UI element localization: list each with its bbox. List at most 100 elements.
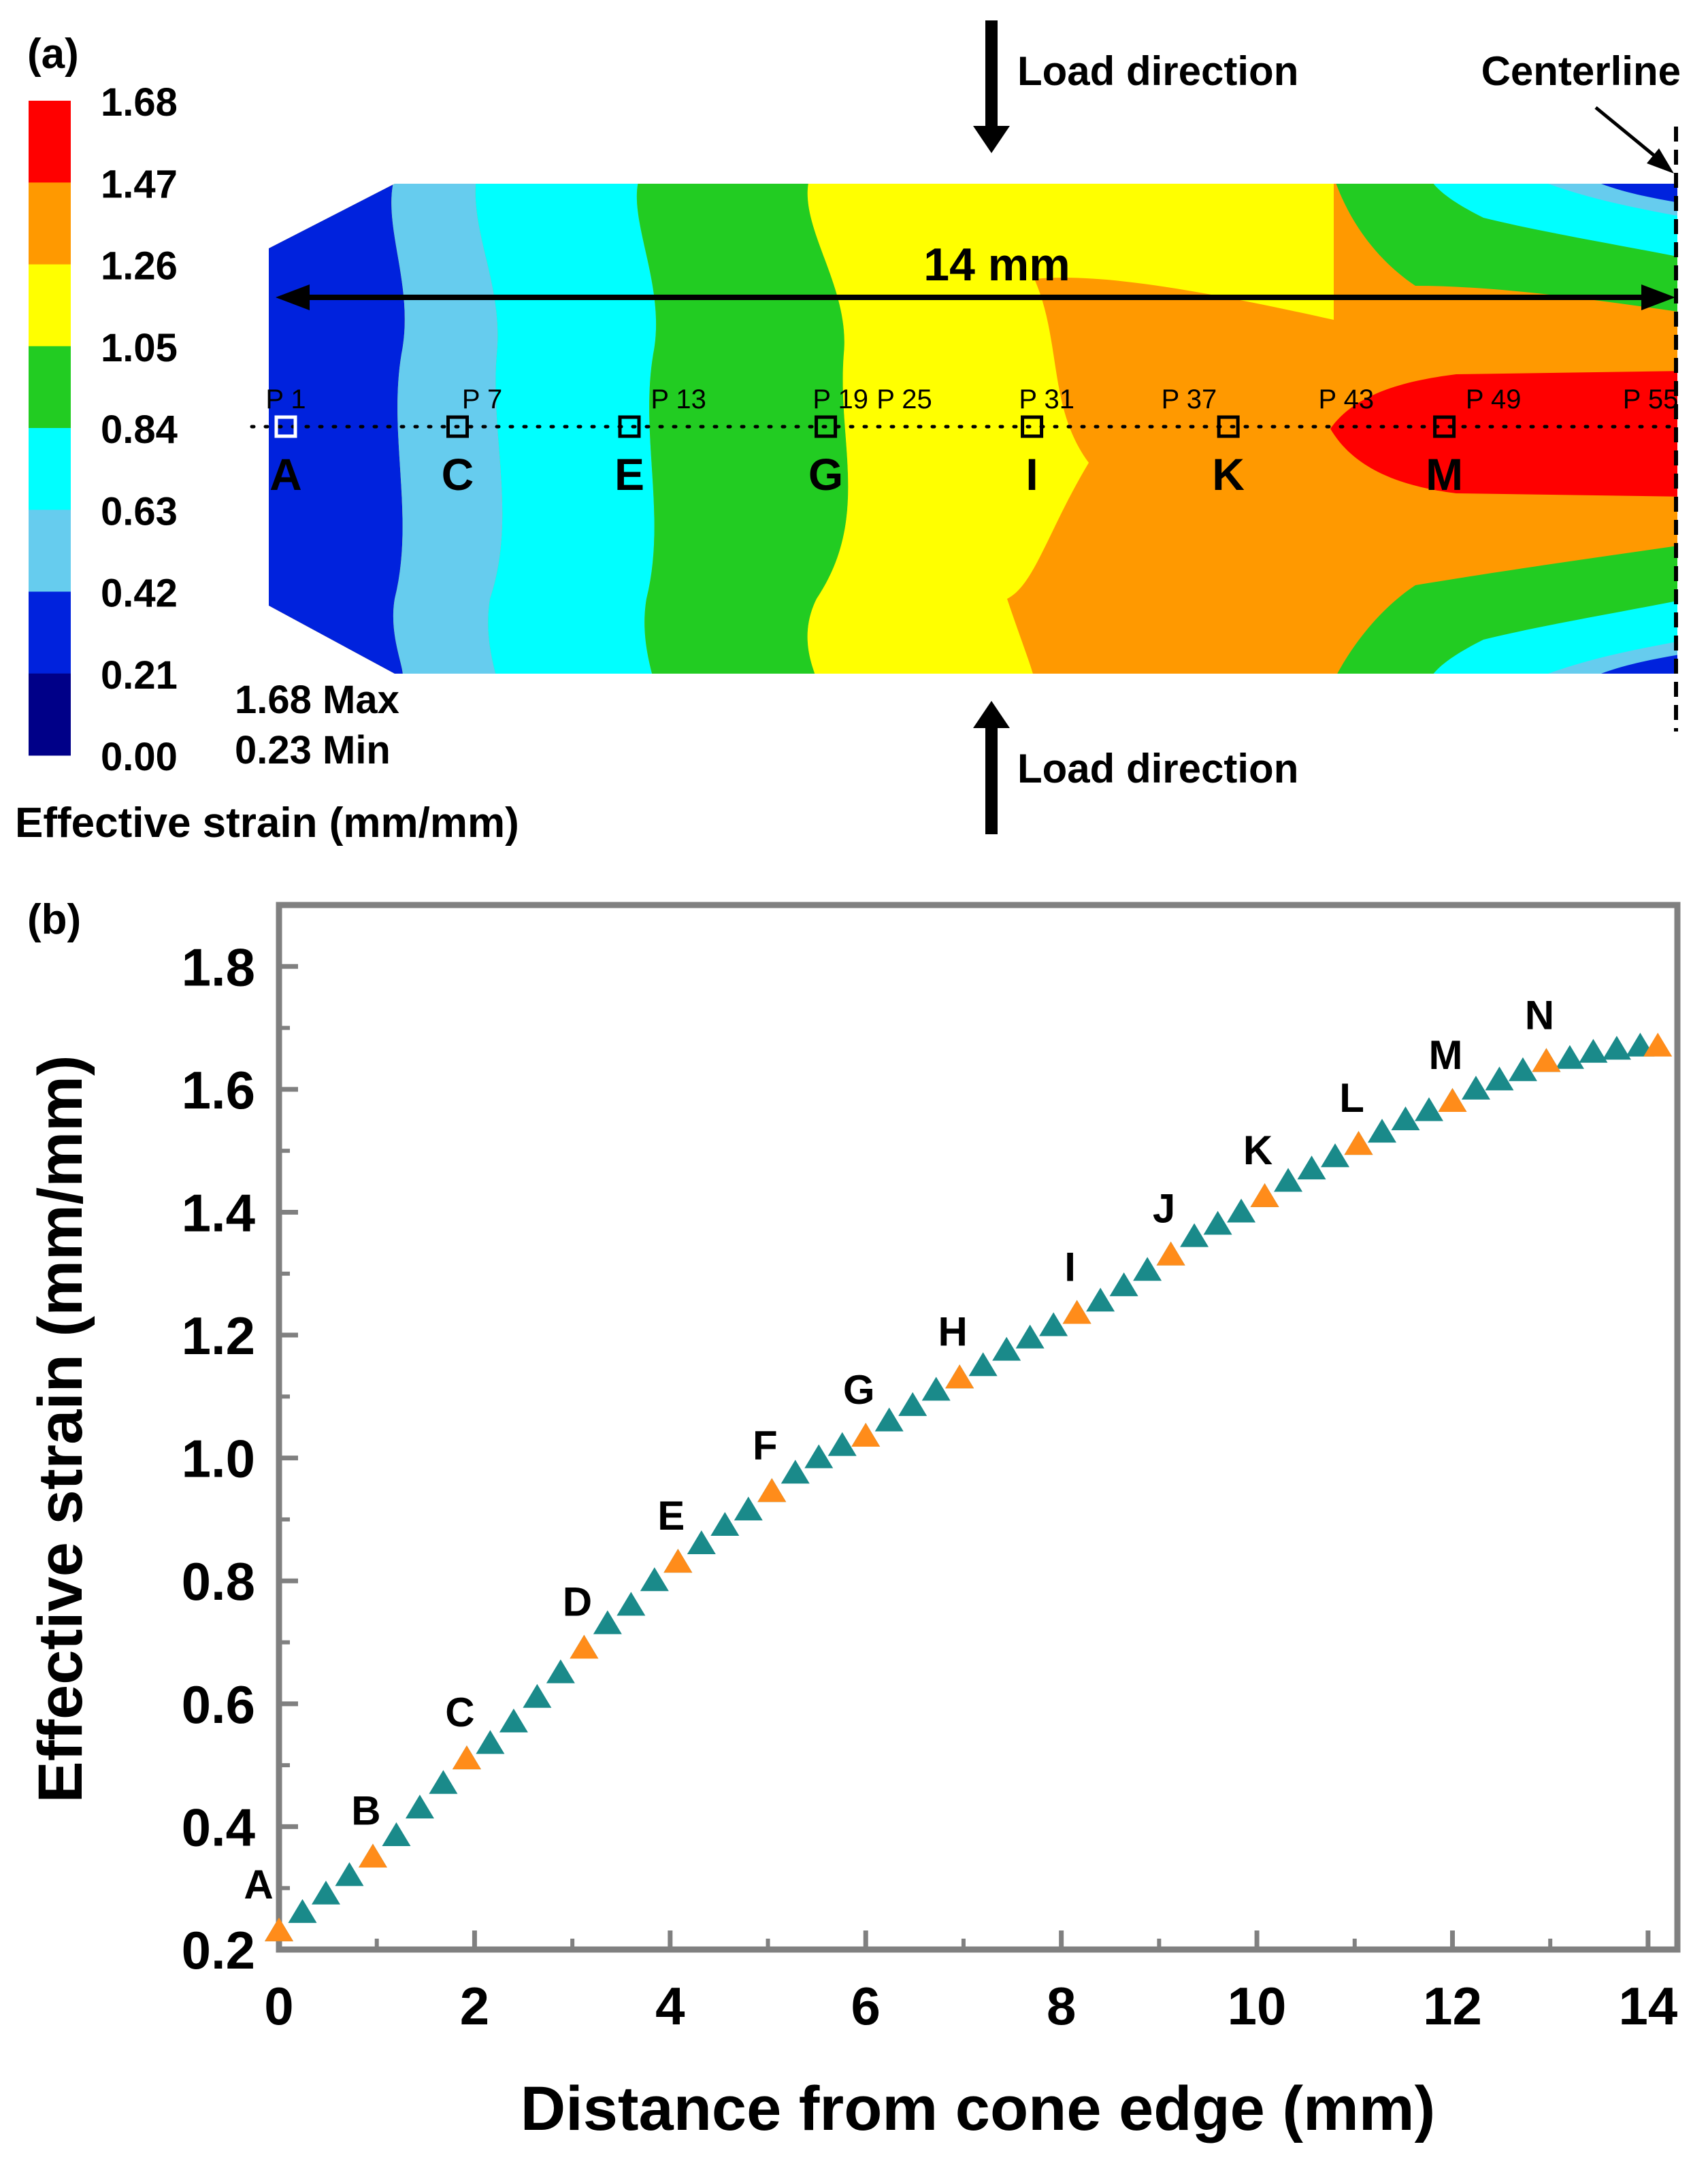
labeled-scatter-point (663, 1549, 693, 1573)
labeled-scatter-point (1156, 1241, 1185, 1266)
dimension-arrowhead-right (1641, 284, 1675, 310)
colorbar-tick-label: 1.68 (101, 80, 178, 125)
scatter-point (405, 1794, 434, 1819)
colorbar-tick-label: 0.63 (101, 489, 178, 533)
scatter-point (1015, 1324, 1045, 1349)
point-letter: F (753, 1422, 778, 1468)
labeled-scatter-point (1062, 1300, 1091, 1324)
sample-letter-label: A (269, 449, 302, 499)
scatter-point (593, 1610, 622, 1634)
endpoint-scatter-point (1643, 1032, 1673, 1057)
y-tick-label: 1.6 (182, 1060, 255, 1120)
point-id-label: P 55 (1623, 384, 1679, 414)
scatter-point (499, 1708, 528, 1732)
point-id-label: P 43 (1319, 384, 1375, 414)
scatter-point (335, 1862, 364, 1886)
point-id-label: P 37 (1162, 384, 1217, 414)
point-letter: L (1339, 1075, 1364, 1121)
point-letter: D (563, 1579, 592, 1625)
scatter-point (874, 1407, 904, 1432)
scatter-point (288, 1898, 317, 1923)
sample-letter-label: G (808, 449, 843, 499)
y-tick-label: 0.2 (182, 1920, 255, 1980)
scatter-point (1602, 1036, 1631, 1060)
scatter-point (1555, 1045, 1584, 1069)
point-id-label: P 1 (265, 384, 306, 414)
x-tick-label: 10 (1228, 1976, 1287, 2036)
colorbar-segment (29, 428, 71, 510)
colorbar-tick-label: 1.47 (101, 162, 178, 206)
x-tick-label: 6 (851, 1976, 881, 2036)
legend-max-text: 1.68 Max (235, 678, 399, 722)
dimension-arrowhead-left (276, 284, 310, 310)
scatter-point (1368, 1119, 1397, 1143)
scatter-point (1180, 1223, 1209, 1247)
point-letter: B (351, 1788, 380, 1834)
y-tick-label: 1.4 (182, 1183, 255, 1243)
scatter-point (382, 1822, 411, 1846)
point-id-label: P 19 (812, 384, 868, 414)
labeled-scatter-point (570, 1634, 599, 1659)
scatter-point (804, 1444, 834, 1468)
y-tick-label: 1.0 (182, 1429, 255, 1489)
scatter-points (265, 1032, 1673, 1941)
scatter-point (1391, 1106, 1420, 1131)
scatter-point (1274, 1168, 1303, 1192)
scatter-point (1297, 1155, 1326, 1180)
sample-square-marker (815, 415, 838, 438)
contour-region-red (1330, 371, 1677, 497)
scatter-point (617, 1592, 646, 1616)
scatter-point (968, 1352, 998, 1377)
colorbar-tick-label: 0.21 (101, 653, 178, 697)
labeled-scatter-point (757, 1478, 787, 1502)
scatter-point (311, 1880, 340, 1905)
plot-frame (276, 902, 1681, 1953)
colorbar-segment (29, 101, 71, 183)
contour-region-green (637, 184, 849, 674)
colorbar-segment (29, 182, 71, 265)
point-id-label: P 49 (1466, 384, 1522, 414)
point-letter: M (1428, 1032, 1462, 1078)
sample-square-marker (618, 415, 641, 438)
y-tick-label: 0.6 (182, 1675, 255, 1735)
scatter-point (1203, 1211, 1232, 1235)
point-id-label: P 13 (651, 384, 706, 414)
sample-letter-label: K (1212, 449, 1245, 499)
point-letter: E (657, 1493, 685, 1539)
colorbar-segment (29, 591, 71, 674)
x-tick-label: 2 (460, 1976, 489, 2036)
colorbar-title: Effective strain (mm/mm) (15, 800, 519, 846)
labeled-scatter-point (1250, 1183, 1279, 1207)
point-letter: I (1064, 1244, 1076, 1289)
scatter-point (1414, 1097, 1443, 1121)
labeled-scatter-point (851, 1423, 881, 1447)
labeled-scatter-point (452, 1745, 481, 1770)
labeled-scatter-point (265, 1917, 293, 1941)
load-arrow-bottom-shaft (985, 725, 998, 834)
load-direction-bottom: Load direction (1017, 746, 1298, 791)
labeled-scatter-point (945, 1364, 974, 1389)
x-tick-label: 14 (1619, 1976, 1678, 2036)
y-axis-label: Effective strain (mm/mm) (26, 1055, 95, 1803)
sample-square-marker (1021, 415, 1044, 438)
contour-region-yellow (807, 184, 1334, 674)
sample-square-marker (446, 415, 469, 438)
scatter-point (1133, 1257, 1162, 1281)
scatter-point (476, 1730, 505, 1754)
contour-region-blue-corner-top (1586, 184, 1677, 204)
sample-letter-label: M (1426, 449, 1463, 499)
sample-square-marker (1433, 415, 1456, 438)
point-letter: G (843, 1367, 875, 1413)
y-tick-label: 0.4 (182, 1797, 255, 1857)
contour-region-blue-corner-bottom (1586, 653, 1677, 674)
sample-letter-label: E (614, 449, 644, 499)
point-id-label: P 7 (462, 384, 502, 414)
panel-a-label: (a) (27, 31, 79, 78)
scatter-point (523, 1683, 552, 1708)
dimension-label: 14 mm (923, 239, 1070, 291)
axis-ticks: 0 2 4 6 8 10 12 14 0.2 0.4 0.6 0.8 1.0 1.2 1.4 1.6 1.8 (182, 903, 1678, 2036)
x-tick-label: 12 (1423, 1976, 1482, 2036)
sample-square-marker (1217, 415, 1240, 438)
